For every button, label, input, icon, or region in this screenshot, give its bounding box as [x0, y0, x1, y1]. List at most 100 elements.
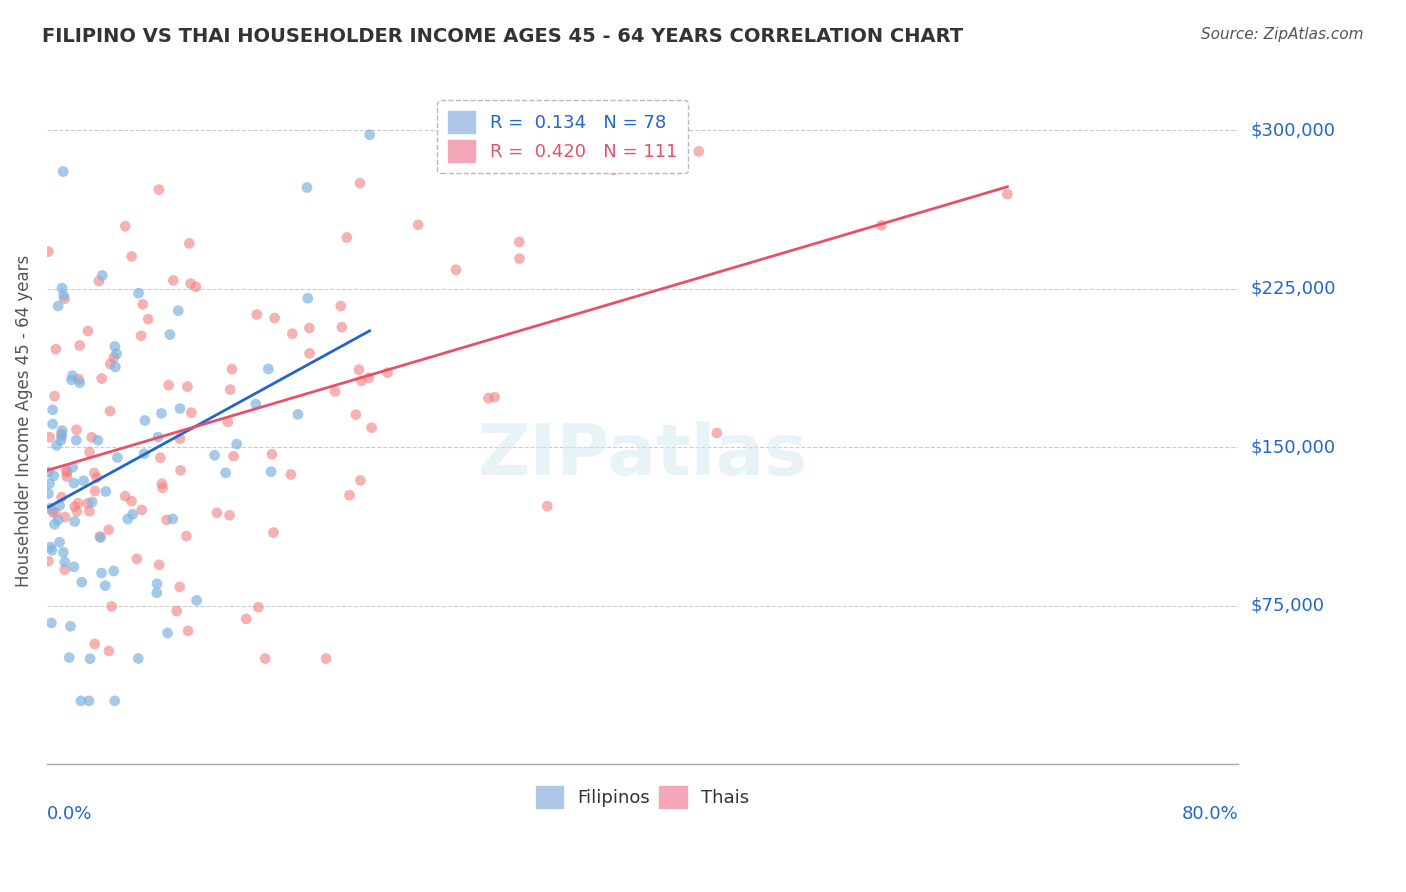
- Point: [159, 327, 181, 342]
- Point: [105, 347, 128, 361]
- Point: [125, 551, 148, 566]
- Y-axis label: Householder Income Ages 45 - 64 years: Householder Income Ages 45 - 64 years: [15, 255, 32, 587]
- Point: [344, 408, 367, 422]
- Point: [287, 408, 309, 422]
- Point: [82, 495, 104, 509]
- Point: [114, 219, 136, 234]
- Point: [41, 505, 63, 519]
- Point: [98, 404, 121, 418]
- Point: [104, 359, 127, 374]
- Point: [44, 517, 66, 532]
- Point: [60, 373, 83, 387]
- Point: [162, 512, 184, 526]
- Point: [280, 467, 302, 482]
- Point: [339, 488, 361, 502]
- Point: [235, 612, 257, 626]
- Point: [217, 415, 239, 429]
- Point: [508, 235, 530, 249]
- Point: [114, 489, 136, 503]
- Point: [131, 297, 153, 311]
- Point: [652, 145, 675, 159]
- Point: [79, 504, 101, 518]
- Point: [38, 430, 60, 444]
- Point: [323, 384, 346, 399]
- Point: [98, 357, 121, 371]
- Point: [262, 525, 284, 540]
- Point: [602, 162, 624, 177]
- Text: $150,000: $150,000: [1250, 438, 1336, 457]
- Point: [77, 694, 100, 708]
- Point: [246, 308, 269, 322]
- Point: [37, 554, 59, 568]
- Point: [46, 299, 69, 313]
- Point: [103, 351, 125, 365]
- Point: [536, 499, 558, 513]
- Point: [37, 486, 59, 500]
- Point: [52, 545, 75, 559]
- Point: [44, 389, 66, 403]
- Point: [105, 450, 128, 465]
- Point: [70, 694, 93, 708]
- Point: [257, 362, 280, 376]
- Point: [53, 510, 76, 524]
- Point: [179, 236, 201, 251]
- Point: [44, 506, 66, 520]
- Point: [260, 465, 283, 479]
- Point: [89, 530, 111, 544]
- Point: [349, 474, 371, 488]
- Point: [184, 279, 207, 293]
- Text: 80.0%: 80.0%: [1181, 805, 1239, 823]
- Point: [330, 320, 353, 334]
- Point: [121, 494, 143, 508]
- Point: [52, 164, 75, 178]
- Point: [315, 651, 337, 665]
- Point: [66, 504, 89, 518]
- Point: [149, 450, 172, 465]
- Point: [350, 374, 373, 388]
- Point: [53, 563, 76, 577]
- Point: [176, 529, 198, 543]
- Point: [37, 244, 59, 259]
- Point: [90, 371, 112, 385]
- Point: [995, 187, 1018, 202]
- Point: [48, 535, 70, 549]
- Point: [65, 423, 87, 437]
- Point: [357, 371, 380, 385]
- Point: [86, 470, 108, 484]
- Point: [52, 288, 75, 302]
- Point: [72, 474, 94, 488]
- Point: [205, 506, 228, 520]
- Point: [152, 481, 174, 495]
- Point: [295, 180, 318, 194]
- Point: [127, 651, 149, 665]
- Point: [39, 501, 62, 516]
- Point: [56, 466, 79, 480]
- Point: [134, 413, 156, 427]
- Point: [83, 483, 105, 498]
- Point: [41, 543, 63, 558]
- Point: [169, 401, 191, 416]
- Point: [167, 303, 190, 318]
- Point: [508, 252, 530, 266]
- Point: [62, 368, 84, 383]
- Point: [136, 312, 159, 326]
- Point: [129, 328, 152, 343]
- Point: [41, 417, 63, 431]
- Point: [80, 430, 103, 444]
- Point: [63, 515, 86, 529]
- Point: [169, 432, 191, 446]
- Point: [222, 449, 245, 463]
- Point: [329, 299, 352, 313]
- Point: [281, 326, 304, 341]
- Point: [162, 273, 184, 287]
- Point: [70, 575, 93, 590]
- Point: [477, 391, 499, 405]
- Point: [42, 468, 65, 483]
- Point: [77, 324, 100, 338]
- Point: [150, 476, 173, 491]
- Point: [204, 448, 226, 462]
- Point: [104, 694, 127, 708]
- Point: [45, 342, 67, 356]
- Point: [56, 469, 79, 483]
- Point: [90, 566, 112, 580]
